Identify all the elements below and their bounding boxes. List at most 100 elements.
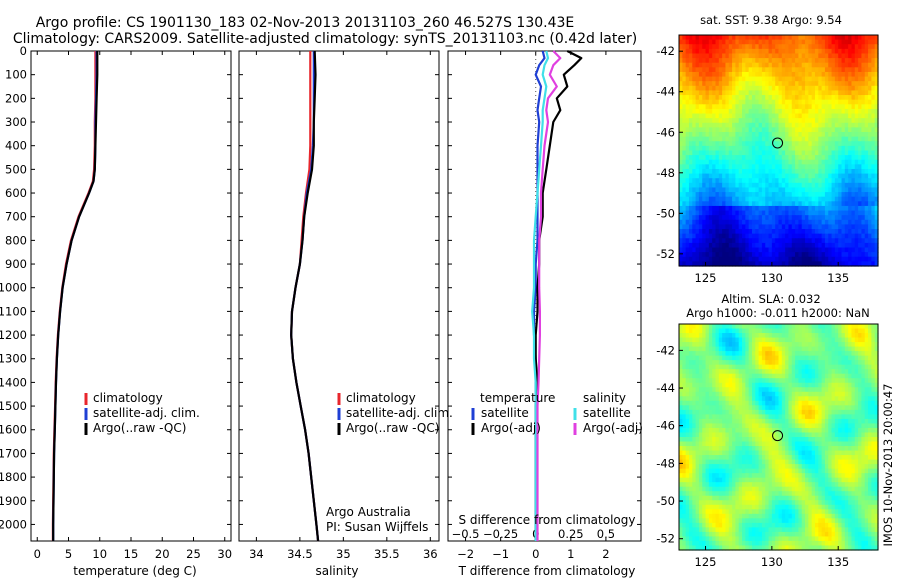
- map-cell: [778, 178, 783, 184]
- map-cell: [722, 333, 727, 339]
- map-cell: [685, 164, 690, 170]
- map-cell: [715, 333, 720, 339]
- map-cell: [858, 446, 863, 452]
- map-cell: [775, 378, 780, 384]
- map-cell: [781, 95, 786, 101]
- map-cell: [788, 71, 793, 78]
- map-cell: [801, 432, 806, 438]
- map-cell: [771, 351, 776, 357]
- map-cell: [788, 173, 793, 179]
- map-cell: [851, 405, 856, 411]
- map-cell: [708, 99, 713, 105]
- map-cell: [791, 122, 796, 128]
- map-cell: [861, 382, 866, 388]
- map-cell: [854, 71, 859, 78]
- map-cell: [874, 346, 879, 352]
- map-cell: [708, 418, 713, 425]
- map-cell: [848, 229, 853, 235]
- map-cell: [868, 432, 872, 438]
- map-cell: [808, 108, 813, 115]
- map-cell: [805, 173, 809, 179]
- map-cell: [788, 53, 793, 59]
- map-cell: [751, 242, 756, 249]
- map-cell: [688, 224, 693, 230]
- map-cell: [765, 99, 770, 105]
- map-cell: [874, 67, 879, 73]
- map-cell: [834, 155, 839, 161]
- map-cell: [692, 446, 697, 452]
- map-cell: [685, 99, 690, 105]
- map-cell: [854, 242, 859, 249]
- map-cell: [712, 242, 717, 249]
- map-cell: [874, 187, 879, 193]
- map-cell: [682, 85, 687, 92]
- map-cell: [864, 351, 869, 357]
- map-cell: [805, 247, 809, 253]
- map-cell: [781, 418, 786, 425]
- map-cell: [715, 173, 720, 179]
- map-cell: [871, 39, 876, 45]
- map-cell: [834, 437, 839, 443]
- map-cell: [791, 423, 796, 429]
- map-cell: [725, 351, 730, 357]
- map-cell: [698, 210, 703, 216]
- map-cell: [831, 141, 836, 147]
- map-cell: [871, 382, 876, 388]
- map-cell: [705, 201, 710, 207]
- map-cell: [834, 423, 839, 429]
- map-cell: [848, 205, 853, 212]
- map-cell: [795, 187, 799, 193]
- map-cell: [814, 405, 819, 411]
- map-cell: [718, 155, 723, 161]
- map-cell: [695, 150, 700, 156]
- map-cell: [874, 145, 879, 152]
- map-cell: [785, 387, 790, 393]
- map-cell: [732, 391, 736, 397]
- map-cell: [778, 396, 783, 402]
- map-cell: [868, 81, 872, 87]
- map-cell: [788, 182, 793, 189]
- map-cell: [755, 113, 760, 119]
- map-cell: [798, 400, 803, 406]
- map-cell: [758, 409, 763, 415]
- map-cell: [748, 418, 753, 425]
- map-cell: [818, 145, 823, 152]
- map-cell: [728, 127, 733, 133]
- map-cell: [798, 414, 803, 420]
- map-cell: [848, 178, 853, 184]
- map-cell: [828, 427, 833, 434]
- map-cell: [718, 201, 723, 207]
- map-cell: [858, 405, 863, 411]
- map-cell: [725, 396, 730, 402]
- map-cell: [725, 369, 730, 375]
- map-cell: [824, 192, 829, 198]
- map-cell: [798, 44, 803, 50]
- map-cell: [844, 324, 849, 330]
- map-cell: [688, 141, 693, 147]
- map-cell: [758, 145, 763, 152]
- map-cell: [718, 427, 723, 434]
- map-cell: [718, 76, 723, 82]
- map-cell: [834, 159, 839, 165]
- map-cell: [695, 196, 700, 202]
- map-cell: [785, 39, 790, 45]
- map-cell: [874, 90, 879, 96]
- map-cell: [818, 62, 823, 68]
- map-cell: [781, 122, 786, 128]
- map-cell: [712, 164, 717, 170]
- map-cell: [838, 418, 843, 425]
- map-cell: [698, 378, 703, 384]
- map-cell: [854, 247, 859, 253]
- map-cell: [854, 108, 859, 115]
- map-cell: [679, 90, 683, 96]
- map-cell: [708, 337, 713, 343]
- map-cell: [708, 346, 713, 352]
- map-cell: [798, 337, 803, 343]
- map-cell: [712, 150, 717, 156]
- map-cell: [761, 387, 766, 393]
- map-cell: [702, 58, 707, 64]
- map-cell: [708, 164, 713, 170]
- map-cell: [874, 342, 879, 348]
- map-cell: [811, 224, 816, 230]
- map-cell: [788, 164, 793, 170]
